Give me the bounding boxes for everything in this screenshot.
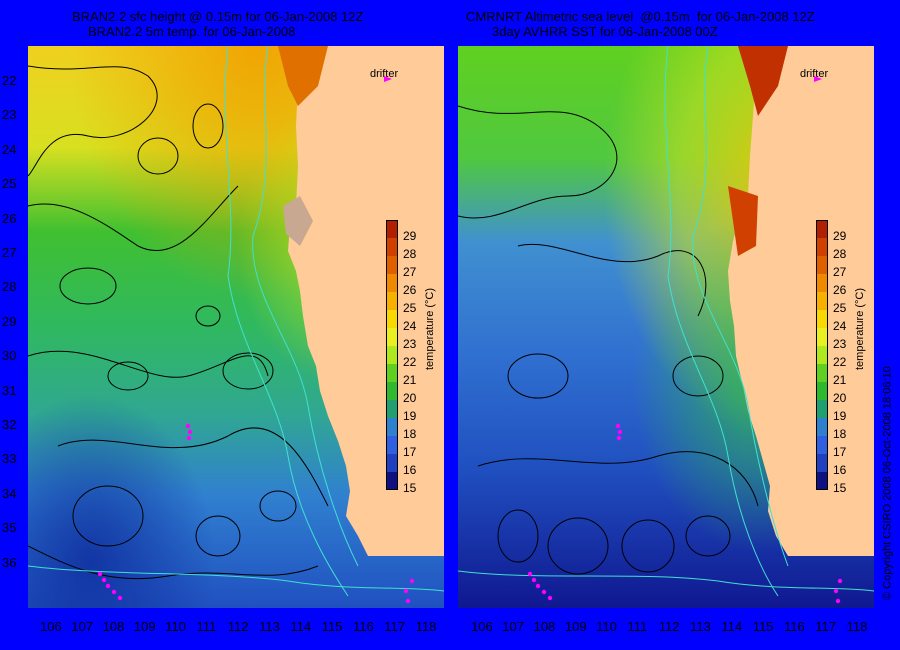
longitude-tick: 117	[384, 619, 406, 634]
longitude-tick: 108	[102, 619, 125, 634]
colorbar-tick: 18	[403, 427, 417, 441]
copyright-notice: © Copyright CSIRO 2008 06-Oct-2008 18:06…	[882, 366, 894, 600]
latitude-tick: 30	[2, 348, 17, 364]
left-map: drifter	[28, 46, 444, 608]
longitude-tick: 109	[564, 619, 587, 634]
colorbar-label: temperature (°C)	[424, 287, 436, 370]
colorbar-tick: 15	[403, 481, 417, 495]
longitude-tick: 113	[259, 619, 280, 634]
colorbar-tick: 22	[403, 355, 417, 369]
latitude-tick: 36	[2, 554, 17, 570]
longitude-tick: 114	[721, 619, 743, 634]
colorbar-tick: 28	[403, 247, 417, 261]
longitude-tick: 106	[40, 619, 62, 634]
longitude-tick: 112	[658, 619, 680, 634]
right-drifters	[527, 76, 843, 604]
longitude-tick: 116	[353, 619, 374, 634]
longitude-tick: 118	[846, 619, 868, 634]
right-map-svg	[458, 46, 874, 608]
colorbar-tick: 16	[403, 463, 417, 477]
colorbar-tick: 21	[833, 373, 847, 387]
longitude-tick: 114	[290, 619, 312, 634]
colorbar-tick: 17	[833, 445, 847, 459]
colorbar-label: temperature (°C)	[854, 287, 866, 370]
longitude-tick: 118	[415, 619, 437, 634]
longitude-tick: 115	[752, 619, 774, 634]
colorbar-tick: 26	[403, 283, 417, 297]
latitude-tick: 26	[2, 210, 17, 226]
latitude-tick: 23	[2, 107, 17, 123]
latitude-tick: 24	[2, 141, 17, 157]
left-title-line1: BRAN2.2 sfc height @ 0.15m for 06-Jan-20…	[72, 9, 364, 24]
colorbar-tick: 19	[403, 409, 417, 423]
longitude-tick: 107	[502, 619, 524, 634]
longitude-tick: 116	[784, 619, 805, 634]
colorbar-tick: 25	[833, 301, 847, 315]
colorbar-tick: 29	[403, 229, 417, 243]
colorbar-tick: 29	[833, 229, 847, 243]
colorbar-tick: 27	[403, 265, 417, 279]
colorbar-tick: 23	[403, 337, 417, 351]
colorbar-tick: 21	[403, 373, 417, 387]
colorbar-tick: 22	[833, 355, 847, 369]
latitude-tick: 35	[2, 520, 17, 536]
colorbar-tick: 16	[833, 463, 847, 477]
colorbar-tick: 24	[833, 319, 847, 333]
longitude-tick: 109	[133, 619, 156, 634]
left-title-line2: BRAN2.2 5m temp. for 06-Jan-2008	[88, 24, 296, 39]
colorbar-tick: 26	[833, 283, 847, 297]
latitude-tick: 34	[2, 485, 17, 501]
right-title-line1: CMRNRT Altimetric sea level @0.15m for 0…	[466, 9, 815, 24]
longitude-tick: 108	[533, 619, 556, 634]
latitude-tick: 28	[2, 279, 17, 295]
longitude-tick: 111	[196, 619, 217, 634]
longitude-tick: 110	[165, 619, 186, 634]
right-land	[728, 46, 874, 556]
right-map: drifter	[458, 46, 874, 608]
longitude-tick: 110	[596, 619, 617, 634]
latitude-tick: 29	[2, 313, 17, 329]
colorbar-tick: 19	[833, 409, 847, 423]
colorbar-tick: 15	[833, 481, 847, 495]
colorbar-tick: 20	[403, 391, 417, 405]
colorbar-tick: 20	[833, 391, 847, 405]
latitude-tick: 22	[2, 73, 17, 88]
right-drifter-label: drifter	[800, 68, 829, 80]
left-land	[288, 46, 444, 556]
colorbar-tick: 24	[403, 319, 417, 333]
latitude-tick: 31	[2, 382, 17, 398]
latitude-tick: 32	[2, 417, 17, 432]
longitude-tick: 112	[227, 619, 249, 634]
left-drifters	[97, 76, 415, 604]
colorbar-tick: 27	[833, 265, 847, 279]
right-title-line2: 3day AVHRR SST for 06-Jan-2008 00Z	[492, 24, 718, 39]
colorbar-tick: 17	[403, 445, 417, 459]
colorbar-tick: 25	[403, 301, 417, 315]
longitude-tick: 111	[627, 619, 648, 634]
colorbar-tick: 23	[833, 337, 847, 351]
latitude-tick: 27	[2, 245, 17, 260]
colorbar-tick: 28	[833, 247, 847, 261]
longitude-tick: 106	[471, 619, 493, 634]
left-map-svg	[28, 46, 444, 608]
longitude-tick: 115	[321, 619, 343, 634]
latitude-tick: 33	[2, 451, 17, 467]
longitude-tick: 117	[815, 619, 837, 634]
colorbar-tick: 18	[833, 427, 847, 441]
left-drifter-label: drifter	[370, 68, 399, 80]
latitude-tick: 25	[2, 176, 17, 192]
longitude-tick: 107	[71, 619, 93, 634]
longitude-tick: 113	[690, 619, 711, 634]
